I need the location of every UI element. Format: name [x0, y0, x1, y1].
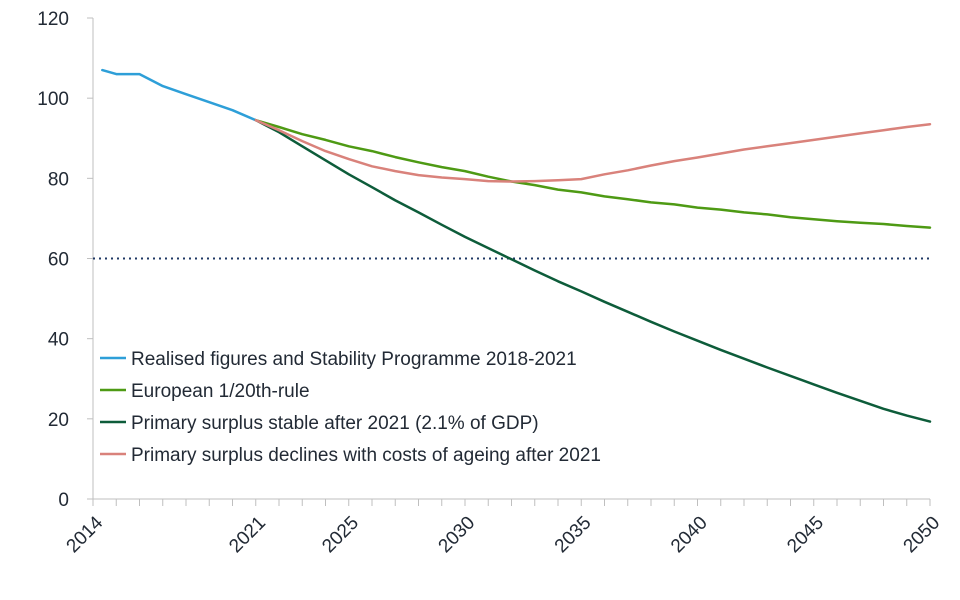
series-line-0 [101, 68, 258, 122]
series-line-2 [254, 118, 932, 423]
x-tick-label: 2030 [435, 512, 480, 557]
x-tick-label: 2021 [225, 512, 270, 557]
series-line-1 [254, 118, 932, 229]
legend-label-2: Primary surplus stable after 2021 (2.1% … [131, 413, 539, 434]
x-tick-label: 2045 [783, 512, 828, 557]
y-tick-label: 60 [48, 250, 69, 271]
x-tick-label: 2025 [318, 512, 363, 557]
y-tick-label: 100 [37, 89, 69, 110]
x-tick-label: 2014 [63, 512, 108, 557]
series-lines [101, 68, 932, 423]
y-tick-label: 40 [48, 330, 69, 351]
y-tick-label: 120 [37, 9, 69, 30]
x-tick-label: 2040 [667, 512, 712, 557]
x-tick-label: 2035 [551, 512, 596, 557]
legend: Realised figures and Stability Programme… [100, 349, 601, 466]
series-line-3 [254, 118, 932, 183]
legend-label-1: European 1/20th-rule [131, 381, 310, 402]
legend-label-3: Primary surplus declines with costs of a… [131, 445, 601, 466]
legend-label-0: Realised figures and Stability Programme… [131, 349, 577, 370]
y-tick-label: 80 [48, 169, 69, 190]
y-tick-label: 0 [58, 490, 69, 511]
y-tick-label: 20 [48, 410, 69, 431]
x-tick-label: 2050 [900, 512, 945, 557]
